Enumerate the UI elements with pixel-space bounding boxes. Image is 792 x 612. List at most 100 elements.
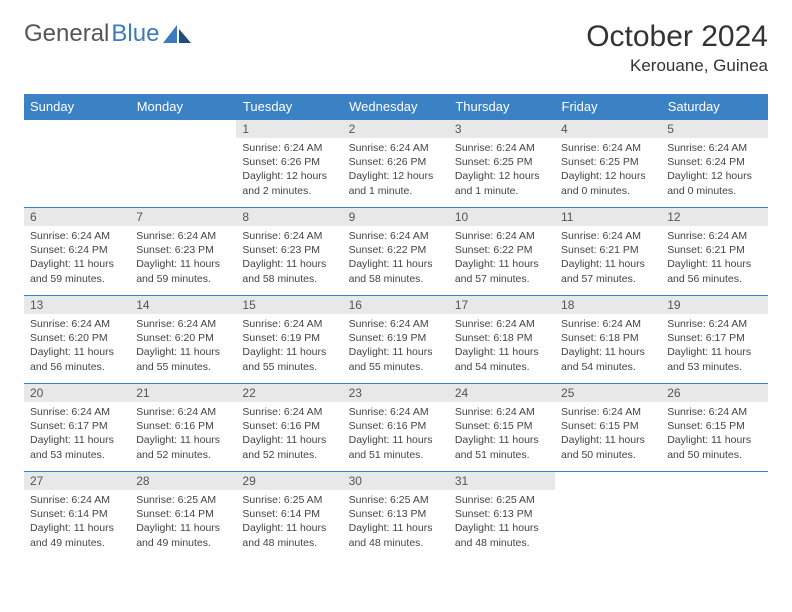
day-info: Sunrise: 6:24 AMSunset: 6:19 PMDaylight:… <box>343 314 449 378</box>
sunset-text: Sunset: 6:16 PM <box>242 419 336 433</box>
sunset-text: Sunset: 6:24 PM <box>30 243 124 257</box>
day-header: Friday <box>555 94 661 120</box>
daylight-text: Daylight: 11 hours and 56 minutes. <box>667 257 761 285</box>
sunrise-text: Sunrise: 6:25 AM <box>349 493 443 507</box>
day-number: 1 <box>236 120 342 138</box>
sunrise-text: Sunrise: 6:24 AM <box>349 317 443 331</box>
calendar-week-row: 6Sunrise: 6:24 AMSunset: 6:24 PMDaylight… <box>24 208 768 296</box>
sunrise-text: Sunrise: 6:24 AM <box>667 141 761 155</box>
sunset-text: Sunset: 6:25 PM <box>455 155 549 169</box>
day-number: 10 <box>449 208 555 226</box>
sunrise-text: Sunrise: 6:24 AM <box>561 317 655 331</box>
day-info: Sunrise: 6:24 AMSunset: 6:14 PMDaylight:… <box>24 490 130 554</box>
daylight-text: Daylight: 11 hours and 50 minutes. <box>667 433 761 461</box>
sail-icon <box>163 25 191 43</box>
daylight-text: Daylight: 11 hours and 48 minutes. <box>242 521 336 549</box>
day-number: 12 <box>661 208 767 226</box>
sunset-text: Sunset: 6:17 PM <box>667 331 761 345</box>
day-number: 5 <box>661 120 767 138</box>
day-number: 26 <box>661 384 767 402</box>
calendar-day-cell: 18Sunrise: 6:24 AMSunset: 6:18 PMDayligh… <box>555 296 661 384</box>
sunrise-text: Sunrise: 6:25 AM <box>136 493 230 507</box>
sunset-text: Sunset: 6:16 PM <box>349 419 443 433</box>
calendar-day-cell: 26Sunrise: 6:24 AMSunset: 6:15 PMDayligh… <box>661 384 767 472</box>
day-info: Sunrise: 6:24 AMSunset: 6:23 PMDaylight:… <box>236 226 342 290</box>
day-header: Wednesday <box>343 94 449 120</box>
calendar-day-cell <box>555 472 661 560</box>
day-info: Sunrise: 6:24 AMSunset: 6:20 PMDaylight:… <box>24 314 130 378</box>
daylight-text: Daylight: 11 hours and 54 minutes. <box>561 345 655 373</box>
sunset-text: Sunset: 6:25 PM <box>561 155 655 169</box>
sunset-text: Sunset: 6:20 PM <box>136 331 230 345</box>
sunset-text: Sunset: 6:18 PM <box>455 331 549 345</box>
sunset-text: Sunset: 6:22 PM <box>455 243 549 257</box>
calendar-day-cell: 22Sunrise: 6:24 AMSunset: 6:16 PMDayligh… <box>236 384 342 472</box>
day-number: 25 <box>555 384 661 402</box>
day-header-row: SundayMondayTuesdayWednesdayThursdayFrid… <box>24 94 768 120</box>
sunset-text: Sunset: 6:13 PM <box>455 507 549 521</box>
calendar-day-cell: 25Sunrise: 6:24 AMSunset: 6:15 PMDayligh… <box>555 384 661 472</box>
calendar-day-cell: 10 Sunrise: 6:24 AMSunset: 6:22 PMDayligh… <box>449 208 555 296</box>
sunrise-text: Sunrise: 6:24 AM <box>30 229 124 243</box>
logo: General Blue <box>24 20 191 48</box>
daylight-text: Daylight: 12 hours and 0 minutes. <box>561 169 655 197</box>
calendar-day-cell: 9Sunrise: 6:24 AMSunset: 6:22 PMDaylight… <box>343 208 449 296</box>
day-info: Sunrise: 6:24 AMSunset: 6:18 PMDaylight:… <box>555 314 661 378</box>
daylight-text: Daylight: 11 hours and 51 minutes. <box>349 433 443 461</box>
calendar-day-cell: 5Sunrise: 6:24 AMSunset: 6:24 PMDaylight… <box>661 120 767 208</box>
day-info: Sunrise: 6:24 AMSunset: 6:21 PMDaylight:… <box>555 226 661 290</box>
day-number: 9 <box>343 208 449 226</box>
sunset-text: Sunset: 6:16 PM <box>136 419 230 433</box>
day-number: 28 <box>130 472 236 490</box>
sunset-text: Sunset: 6:21 PM <box>667 243 761 257</box>
daylight-text: Daylight: 11 hours and 56 minutes. <box>30 345 124 373</box>
calendar-day-cell: 13Sunrise: 6:24 AMSunset: 6:20 PMDayligh… <box>24 296 130 384</box>
sunrise-text: Sunrise: 6:24 AM <box>136 317 230 331</box>
day-header: Monday <box>130 94 236 120</box>
sunset-text: Sunset: 6:26 PM <box>349 155 443 169</box>
calendar-day-cell: 17Sunrise: 6:24 AMSunset: 6:18 PMDayligh… <box>449 296 555 384</box>
daylight-text: Daylight: 12 hours and 2 minutes. <box>242 169 336 197</box>
sunrise-text: Sunrise: 6:24 AM <box>136 405 230 419</box>
day-number: 31 <box>449 472 555 490</box>
day-info: Sunrise: 6:24 AMSunset: 6:21 PMDaylight:… <box>661 226 767 290</box>
day-info: Sunrise: 6:24 AMSunset: 6:16 PMDaylight:… <box>236 402 342 466</box>
calendar-week-row: 27Sunrise: 6:24 AMSunset: 6:14 PMDayligh… <box>24 472 768 560</box>
day-header: Tuesday <box>236 94 342 120</box>
daylight-text: Daylight: 12 hours and 1 minute. <box>349 169 443 197</box>
sunrise-text: Sunrise: 6:24 AM <box>561 229 655 243</box>
sunset-text: Sunset: 6:23 PM <box>136 243 230 257</box>
sunset-text: Sunset: 6:18 PM <box>561 331 655 345</box>
sunrise-text: Sunrise: 6:24 AM <box>667 317 761 331</box>
day-number: 2 <box>343 120 449 138</box>
day-info: Sunrise: 6:24 AMSunset: 6:24 PMDaylight:… <box>661 138 767 202</box>
daylight-text: Daylight: 11 hours and 59 minutes. <box>136 257 230 285</box>
sunrise-text: Sunrise: 6:24 AM <box>242 229 336 243</box>
page-header: General Blue October 2024 Kerouane, Guin… <box>24 20 768 76</box>
calendar-day-cell: 8Sunrise: 6:24 AMSunset: 6:23 PMDaylight… <box>236 208 342 296</box>
day-number: 19 <box>661 296 767 314</box>
day-info: Sunrise: 6:25 AMSunset: 6:14 PMDaylight:… <box>130 490 236 554</box>
day-number: 29 <box>236 472 342 490</box>
daylight-text: Daylight: 11 hours and 57 minutes. <box>561 257 655 285</box>
sunset-text: Sunset: 6:22 PM <box>349 243 443 257</box>
day-info: Sunrise: 6:24 AMSunset: 6:17 PMDaylight:… <box>24 402 130 466</box>
sunset-text: Sunset: 6:17 PM <box>30 419 124 433</box>
day-info: Sunrise: 6:24 AMSunset: 6:26 PMDaylight:… <box>343 138 449 202</box>
calendar-day-cell: 21Sunrise: 6:24 AMSunset: 6:16 PMDayligh… <box>130 384 236 472</box>
calendar-day-cell: 15Sunrise: 6:24 AMSunset: 6:19 PMDayligh… <box>236 296 342 384</box>
calendar-week-row: 13Sunrise: 6:24 AMSunset: 6:20 PMDayligh… <box>24 296 768 384</box>
sunrise-text: Sunrise: 6:24 AM <box>30 493 124 507</box>
sunrise-text: Sunrise: 6:24 AM <box>455 229 549 243</box>
daylight-text: Daylight: 11 hours and 48 minutes. <box>455 521 549 549</box>
day-info: Sunrise: 6:24 AMSunset: 6:16 PMDaylight:… <box>130 402 236 466</box>
location: Kerouane, Guinea <box>586 56 768 76</box>
day-number: 24 <box>449 384 555 402</box>
daylight-text: Daylight: 11 hours and 49 minutes. <box>30 521 124 549</box>
day-info: Sunrise: 6:25 AMSunset: 6:13 PMDaylight:… <box>449 490 555 554</box>
day-info: Sunrise: 6:24 AMSunset: 6:25 PMDaylight:… <box>449 138 555 202</box>
daylight-text: Daylight: 11 hours and 57 minutes. <box>455 257 549 285</box>
calendar-day-cell: 14Sunrise: 6:24 AMSunset: 6:20 PMDayligh… <box>130 296 236 384</box>
sunset-text: Sunset: 6:13 PM <box>349 507 443 521</box>
calendar-day-cell: 3Sunrise: 6:24 AMSunset: 6:25 PMDaylight… <box>449 120 555 208</box>
